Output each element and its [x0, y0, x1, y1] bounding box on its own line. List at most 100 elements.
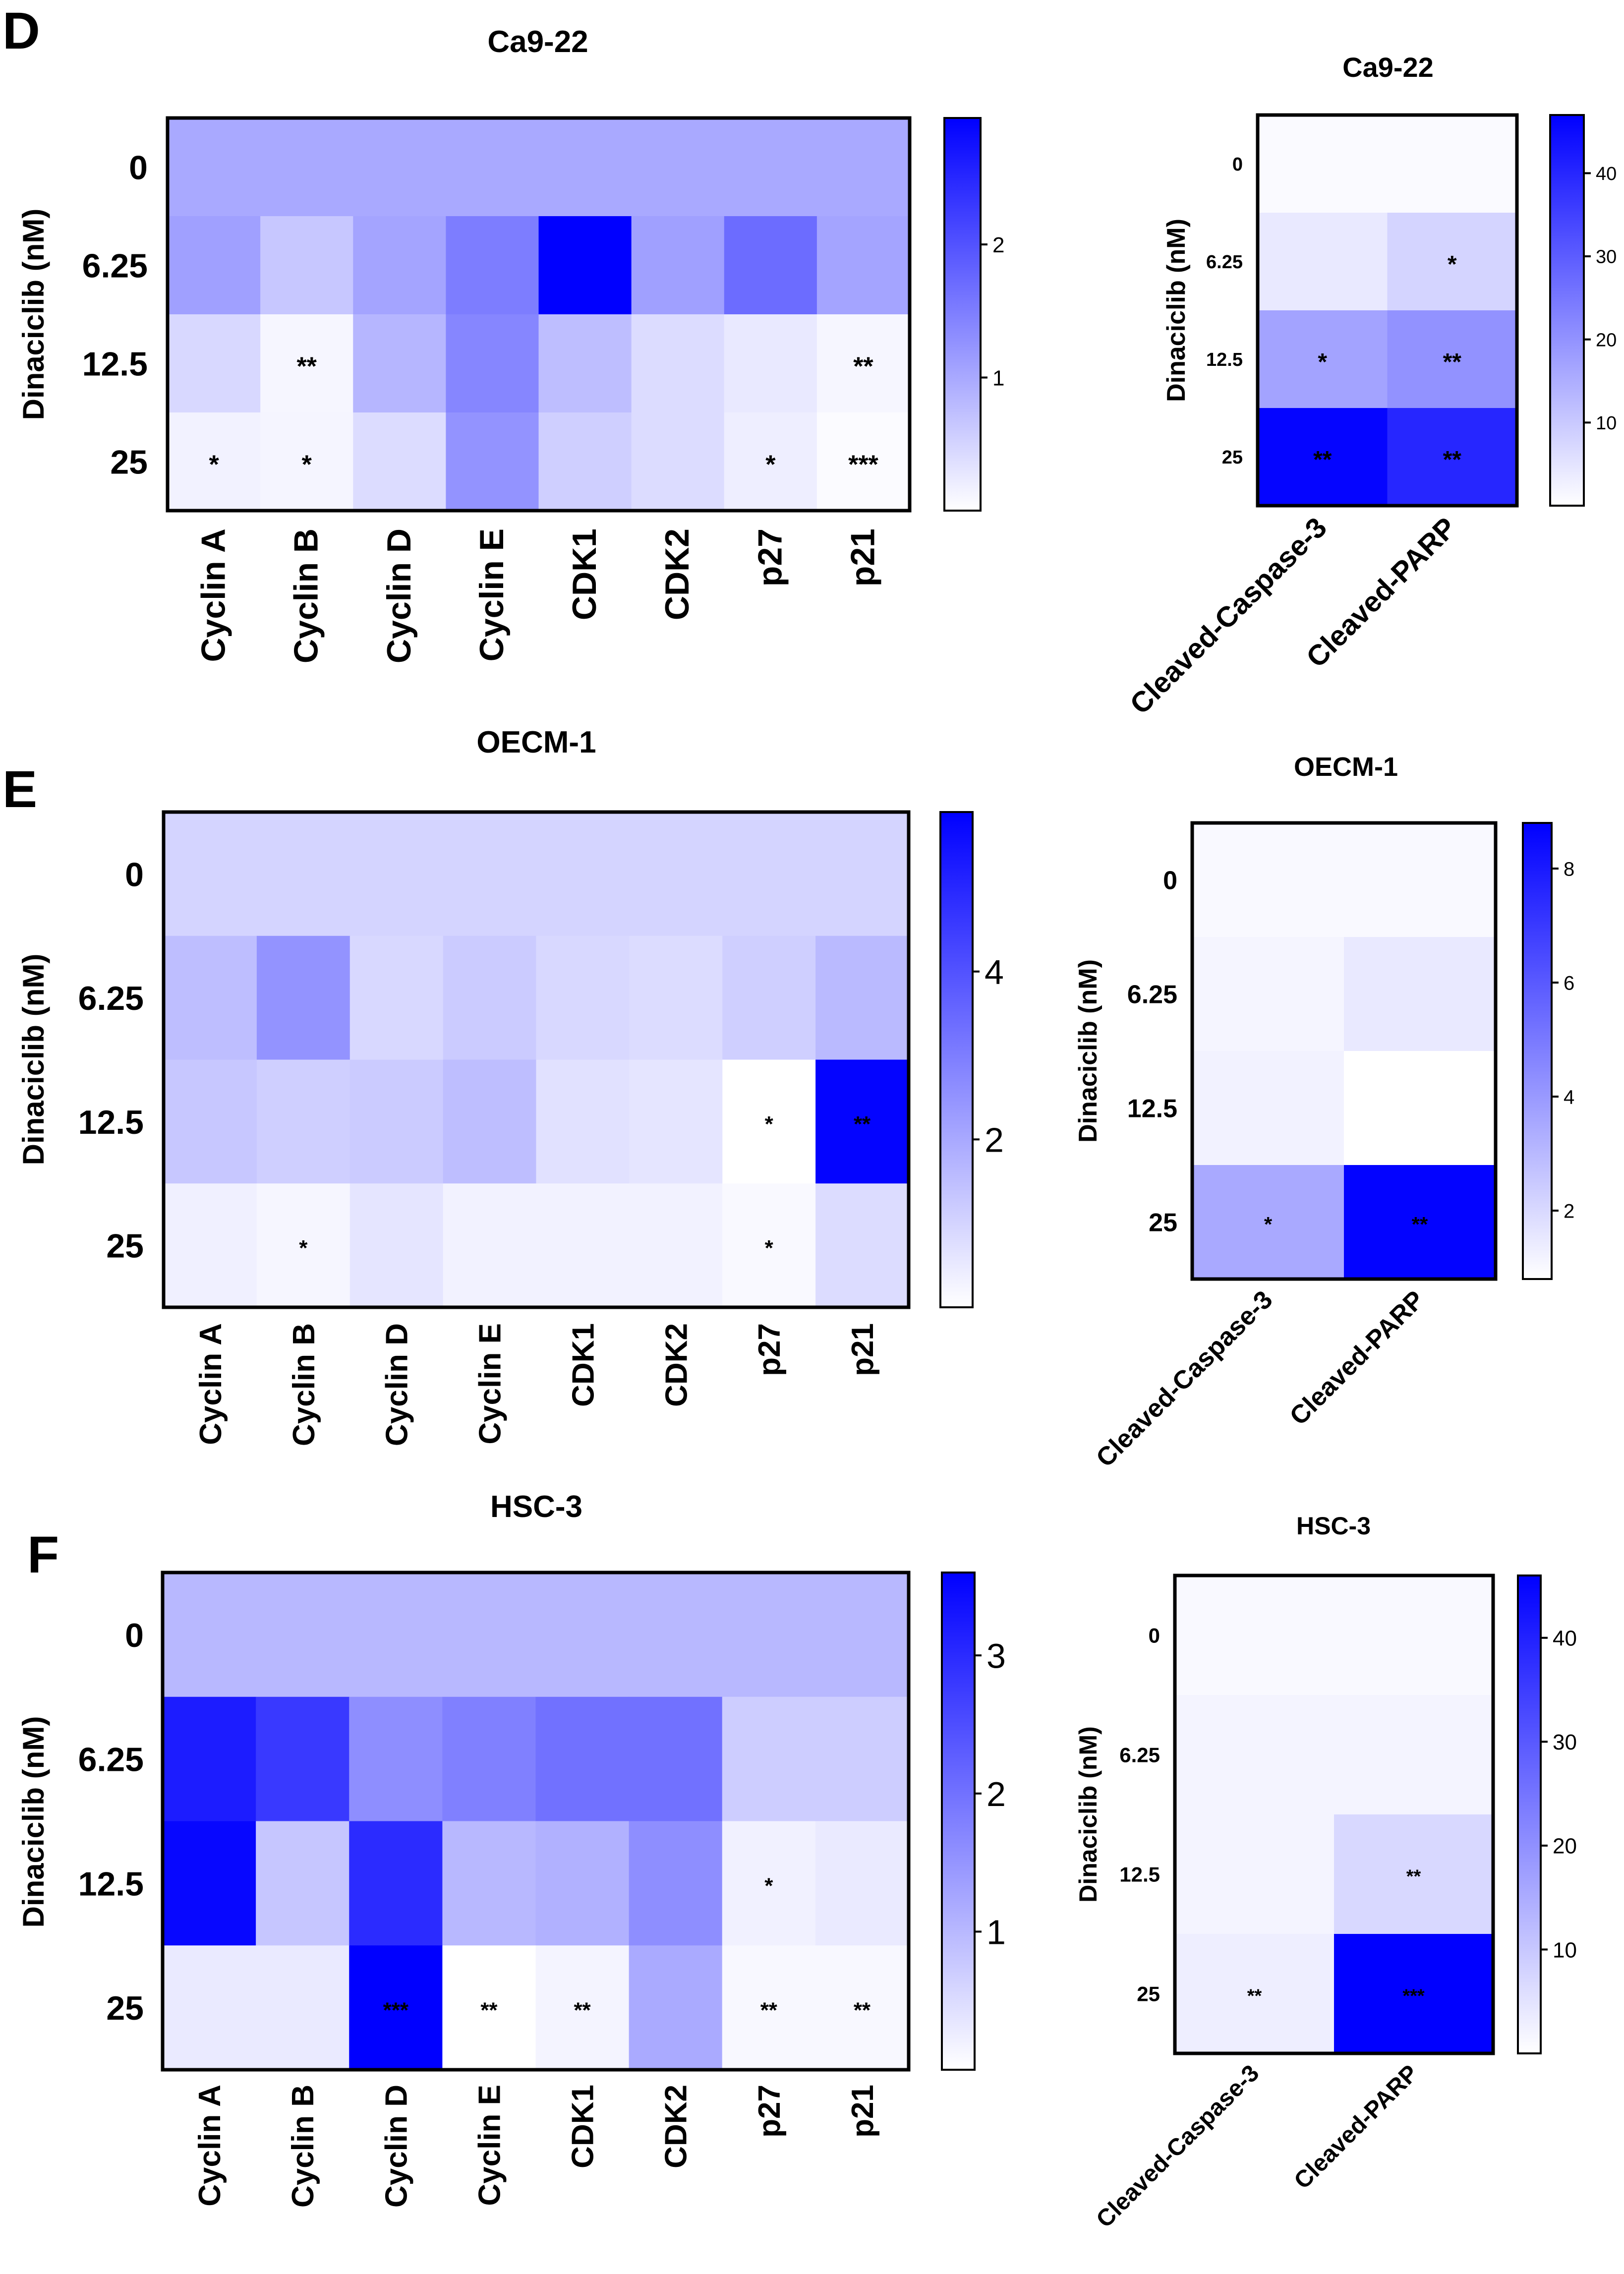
heatmap-cell — [629, 1696, 723, 1822]
heatmap-cell — [164, 1183, 257, 1308]
row-label: 6.25 — [78, 980, 144, 1017]
row-label: 0 — [1163, 867, 1177, 895]
heatmap-cell — [629, 1821, 723, 1946]
colorbar-tick-label: 40 — [1553, 1627, 1577, 1651]
heatmap-cell — [168, 216, 261, 315]
heatmap-cell — [538, 118, 632, 217]
heatmap-cell — [1344, 823, 1496, 937]
column-label: p27 — [751, 528, 789, 586]
heatmap-cell — [1387, 408, 1517, 506]
heatmap-cell — [353, 412, 446, 511]
significance-mark: ** — [1412, 1213, 1428, 1236]
colorbar-tick-label: 30 — [1596, 247, 1617, 268]
heatmap-cell — [256, 935, 350, 1060]
column-label: Cleaved-Caspase-3 — [1124, 511, 1333, 720]
heatmap-cell — [631, 118, 725, 217]
colorbar-tick-label: 1 — [992, 366, 1004, 390]
heatmap-cell — [536, 812, 630, 936]
y-axis-label: Dinaciclib (nM) — [1162, 219, 1191, 402]
heatmap-cell — [722, 1821, 816, 1946]
y-axis-label: Dinaciclib (nM) — [17, 209, 50, 420]
significance-mark: ** — [1406, 1866, 1421, 1887]
colorbar-tick-label: 4 — [985, 953, 1004, 991]
chart-title: HSC-3 — [1296, 1512, 1371, 1540]
heatmap-cell — [260, 216, 353, 315]
heatmap-cell — [446, 216, 539, 315]
chart-title: OECM-1 — [476, 725, 596, 759]
row-label: 25 — [110, 443, 148, 481]
column-label: Cyclin B — [286, 2085, 320, 2208]
heatmap-cell — [256, 1059, 350, 1184]
row-label: 6.25 — [1206, 252, 1243, 273]
heatmap-cell — [631, 314, 725, 413]
heatmap-cell — [536, 1183, 630, 1308]
heatmap-cell — [442, 1821, 536, 1946]
heatmap-cell — [1192, 1051, 1344, 1166]
row-label: 6.25 — [1119, 1744, 1160, 1767]
column-label: CDK2 — [658, 528, 696, 620]
heatmap-cell — [816, 314, 910, 413]
row-label: 12.5 — [1119, 1863, 1160, 1886]
column-label: Cyclin A — [193, 2085, 227, 2207]
column-label: p27 — [753, 2085, 787, 2138]
plot-frame — [1173, 1574, 1495, 2055]
y-axis-label: Dinaciclib (nM) — [17, 954, 50, 1166]
significance-mark: ** — [574, 1998, 591, 2022]
column-label: Cyclin E — [473, 1323, 508, 1445]
significance-mark: ** — [1443, 447, 1462, 473]
significance-mark: ** — [1247, 1986, 1262, 2007]
column-label: Cyclin E — [473, 528, 511, 661]
significance-mark: * — [302, 450, 312, 479]
heatmap-cell — [629, 935, 723, 1060]
significance-mark: * — [764, 1874, 773, 1898]
heatmap-cell — [349, 1945, 443, 2070]
heatmap-cell — [722, 1183, 816, 1308]
heatmap-cell — [724, 412, 817, 511]
heatmap-cell — [446, 118, 539, 217]
significance-mark: ** — [760, 1998, 778, 2022]
heatmap-cell — [815, 1573, 909, 1697]
heatmap-cell — [1387, 310, 1517, 408]
heatmap-cell — [536, 1059, 630, 1184]
column-label: Cyclin A — [194, 1323, 228, 1445]
heatmap-cell — [1387, 213, 1517, 311]
colorbar-tick-label: 6 — [1564, 972, 1574, 994]
heatmap-cell — [724, 118, 817, 217]
colorbar-tick-label: 4 — [1564, 1086, 1574, 1108]
column-label: Cyclin D — [380, 528, 418, 663]
heatmap-cell — [629, 1059, 723, 1184]
y-axis-label: Dinaciclib (nM) — [1074, 1726, 1102, 1903]
heatmap-cell — [256, 1696, 349, 1822]
colorbar — [943, 117, 982, 512]
colorbar-tick-label: 40 — [1596, 164, 1617, 184]
heatmap-cell — [722, 1945, 816, 2070]
heatmap-cell — [1192, 1165, 1344, 1280]
heatmap-cell — [538, 314, 632, 413]
heatmap-cell — [443, 1183, 537, 1308]
heatmap-cell — [168, 314, 261, 413]
colorbar-tick-label: 20 — [1596, 330, 1617, 350]
heatmap-cell — [535, 1573, 630, 1697]
heatmap-cell — [1175, 1575, 1334, 1695]
row-label: 12.5 — [82, 345, 148, 383]
column-label: Cleaved-Caspase-3 — [1092, 2060, 1265, 2233]
heatmap-cell — [446, 412, 539, 511]
heatmap-cell — [815, 1821, 909, 1946]
colorbar — [1549, 114, 1585, 507]
heatmap-cell — [1334, 1575, 1494, 1695]
heatmap-cell — [353, 314, 446, 413]
column-label: p21 — [846, 1323, 880, 1376]
column-label: Cyclin D — [380, 1323, 414, 1446]
column-label: CDK1 — [566, 528, 603, 620]
colorbar-tick-label: 20 — [1553, 1834, 1577, 1859]
significance-mark: ** — [854, 1112, 871, 1136]
heatmap-cell — [1344, 937, 1496, 1051]
row-label: 6.25 — [82, 247, 148, 285]
heatmap-cell — [260, 412, 353, 511]
row-label: 0 — [125, 1617, 144, 1654]
